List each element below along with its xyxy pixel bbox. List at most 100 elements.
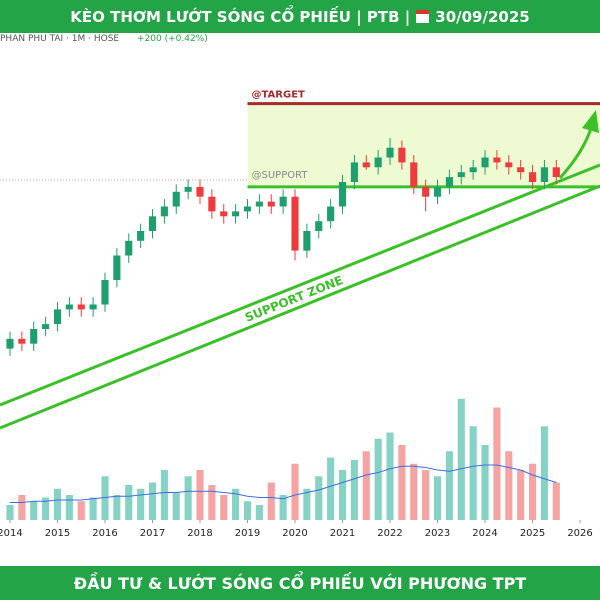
x-tick-label: 2018: [187, 528, 212, 539]
volume-bar: [113, 495, 121, 520]
candle-body: [243, 206, 252, 212]
volume-bar: [410, 463, 418, 520]
candle-body: [160, 206, 168, 217]
candle-body: [232, 211, 240, 217]
volume-bar: [517, 470, 525, 520]
volume-bar: [148, 482, 157, 520]
volume-bar: [422, 470, 430, 520]
footer: ĐẦU TƯ & LƯỚT SÓNG CỔ PHIẾU VỚI PHƯƠNG T…: [0, 566, 600, 600]
volume-bar: [481, 445, 489, 520]
volume-bar: [208, 485, 216, 520]
zone-line: [0, 163, 600, 407]
candle-body: [53, 309, 62, 325]
volume-bar: [6, 505, 14, 520]
calendar-icon: [416, 10, 430, 23]
volume-bar: [552, 482, 560, 520]
volume-bar: [184, 476, 192, 520]
volume-bar: [445, 451, 453, 520]
candle-body: [505, 162, 513, 168]
change-info: +200 (+0.42%): [137, 34, 208, 44]
volume-bar: [89, 497, 97, 520]
footer-text: ĐẦU TƯ & LƯỚT SÓNG CỔ PHIẾU VỚI PHƯƠNG T…: [73, 573, 527, 593]
candle-body: [255, 201, 263, 207]
volume-bar: [125, 485, 133, 520]
candle-body: [196, 186, 204, 197]
volume-bar: [279, 495, 287, 520]
x-tick-label: 2024: [472, 528, 497, 539]
header-date: 30/09/2025: [435, 7, 530, 26]
volume-ma: [9, 464, 557, 503]
x-tick-label: 2022: [377, 528, 402, 539]
volume-bar: [374, 438, 382, 520]
volume-bar: [338, 470, 347, 520]
volume-bar: [362, 451, 370, 520]
candle-body: [552, 167, 560, 178]
x-tick-label: 2023: [425, 528, 450, 539]
volume-bar: [291, 463, 299, 520]
volume-bar: [101, 476, 109, 520]
x-tick-label: 2017: [140, 528, 165, 539]
candle-body: [457, 172, 465, 178]
candle-body: [125, 240, 133, 256]
volume-bar: [493, 407, 501, 520]
volume-bar: [528, 463, 537, 520]
symbol-info: PHAN PHU TAI · 1M · HOSE: [0, 34, 119, 44]
volume-bar: [303, 488, 311, 520]
volume-bar: [65, 495, 73, 520]
candle-body: [101, 280, 109, 305]
volume-bar: [469, 426, 477, 520]
volume-bar: [315, 476, 323, 520]
volume-bar: [267, 482, 275, 520]
volume-bar: [53, 488, 62, 520]
candle-body: [172, 191, 180, 207]
volume-bar: [433, 476, 442, 520]
candle-body: [42, 324, 50, 329]
candle-body: [137, 231, 145, 241]
x-tick-label: 2019: [235, 528, 260, 539]
volume-bar: [386, 432, 394, 520]
volume-bar: [196, 470, 204, 520]
candle-body: [208, 196, 216, 212]
volume-bar: [42, 497, 50, 520]
candle-body: [528, 172, 537, 182]
candle-body: [493, 157, 501, 163]
support-zone: SUPPORT ZONE: [0, 163, 600, 430]
candle-body: [540, 167, 548, 182]
candle-body: [77, 304, 85, 310]
volume-bar: [172, 492, 180, 520]
volume-bar: [30, 501, 38, 520]
candle-body: [327, 206, 335, 222]
candle-body: [291, 196, 299, 251]
volume-bar: [243, 501, 252, 520]
candle-body: [65, 304, 73, 310]
candle-body: [410, 162, 418, 187]
zone-label: SUPPORT ZONE: [243, 273, 345, 325]
volume-bar: [505, 451, 513, 520]
x-tick-label: 2021: [330, 528, 355, 539]
volume-bar: [540, 426, 548, 520]
target-label: @TARGET: [252, 90, 306, 101]
target-arrow-head: [582, 110, 599, 133]
candle-body: [148, 216, 157, 231]
header: KÈO THƠM LƯỚT SÓNG CỔ PHIẾU | PTB | 30/0…: [0, 0, 600, 33]
x-tick-label: 2016: [92, 528, 117, 539]
candle-body: [398, 147, 406, 163]
x-tick-label: 2014: [0, 528, 23, 539]
candle-body: [279, 196, 287, 207]
volume-bar: [327, 457, 335, 520]
candle-body: [374, 157, 382, 168]
candle-body: [469, 167, 477, 173]
x-tick-label: 2025: [520, 528, 545, 539]
candle-body: [338, 182, 347, 207]
candle-body: [422, 186, 430, 197]
candle-body: [113, 255, 121, 280]
candle-body: [30, 329, 38, 344]
candle-body: [184, 186, 192, 192]
x-tick-label: 2026: [567, 528, 592, 539]
candle-body: [315, 221, 323, 231]
candle-body: [362, 162, 370, 168]
chart: PHAN PHU TAI · 1M · HOSE +200 (+0.42%) @…: [0, 34, 600, 539]
volume-bar: [398, 445, 406, 520]
support-label: @SUPPORT: [252, 170, 309, 181]
